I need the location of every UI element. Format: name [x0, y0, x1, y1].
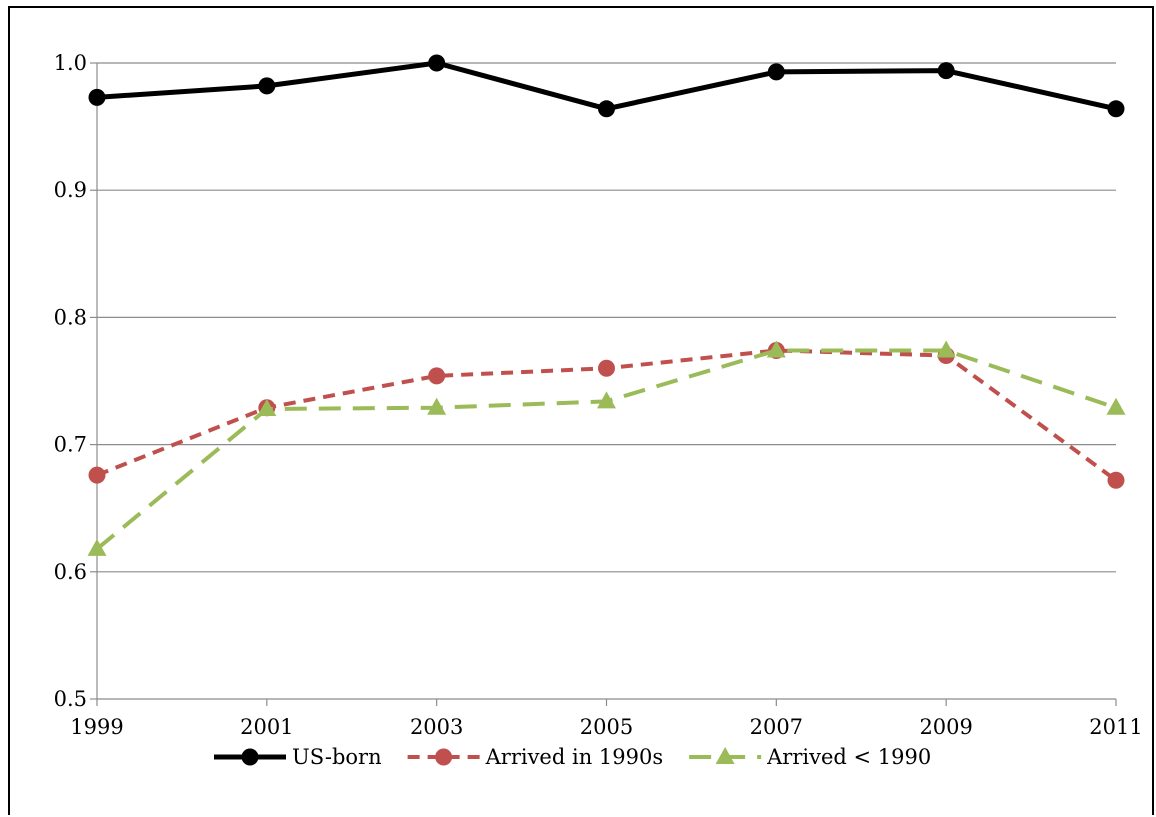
y-tick-label: 0.7 — [54, 433, 87, 457]
data-point-circle — [598, 359, 615, 377]
data-point-circle — [241, 748, 259, 766]
data-point-triangle — [936, 340, 956, 358]
data-point-circle — [88, 466, 106, 484]
legend-entry-us-born: US-born — [214, 745, 382, 769]
x-tick-label: 2005 — [580, 715, 633, 739]
x-axis-tick-labels: 1999 2001 2003 2005 2007 2009 2011 — [70, 715, 1142, 739]
series-arrived-1990 — [87, 340, 1126, 556]
data-point-circle — [767, 63, 785, 81]
axes — [90, 62, 1117, 706]
x-tick-label: 1999 — [70, 715, 123, 739]
data-point-circle — [428, 367, 446, 385]
x-tick-label: 2007 — [750, 715, 803, 739]
legend-label: Arrived in 1990s — [485, 745, 664, 769]
y-tick-label: 0.5 — [54, 687, 87, 711]
data-point-circle — [598, 100, 615, 118]
chart-frame — [8, 6, 1154, 815]
data-point-triangle — [766, 340, 786, 358]
series-arrived-in-1990s — [88, 341, 1125, 489]
data-point-triangle — [257, 398, 277, 416]
data-point-triangle — [427, 397, 447, 415]
x-tick-label: 2001 — [240, 715, 293, 739]
data-series — [87, 54, 1126, 556]
gridlines — [97, 62, 1116, 573]
series-line — [95, 348, 1117, 551]
data-point-circle — [428, 54, 446, 72]
x-tick-label: 2003 — [410, 715, 463, 739]
legend: US-born Arrived in 1990s Arrived < 1990 — [214, 745, 931, 769]
data-point-circle — [1107, 471, 1125, 489]
legend-label: US-born — [292, 745, 382, 769]
data-point-circle — [435, 748, 453, 766]
legend-entry-arrived-1990: Arrived < 1990 — [689, 745, 931, 769]
legend-entry-arrived-in-1990s: Arrived in 1990s — [407, 745, 664, 769]
x-tick-label: 2011 — [1089, 715, 1142, 739]
legend-label: Arrived < 1990 — [766, 745, 931, 769]
series-us-born — [88, 54, 1125, 118]
y-tick-label: 0.8 — [54, 305, 87, 329]
data-point-circle — [1107, 100, 1125, 118]
data-point-circle — [937, 62, 955, 80]
x-tick-label: 2009 — [919, 715, 972, 739]
data-point-triangle — [87, 538, 107, 556]
y-tick-label: 0.6 — [54, 560, 87, 584]
y-axis-tick-labels: 0.5 0.6 0.7 0.8 0.9 1.0 — [54, 51, 87, 711]
data-point-triangle — [597, 391, 616, 409]
data-point-triangle — [1106, 397, 1126, 415]
data-point-circle — [88, 88, 106, 106]
data-point-triangle — [715, 747, 735, 764]
data-point-circle — [258, 77, 276, 95]
y-tick-label: 1.0 — [54, 51, 87, 75]
y-tick-label: 0.9 — [54, 178, 87, 202]
